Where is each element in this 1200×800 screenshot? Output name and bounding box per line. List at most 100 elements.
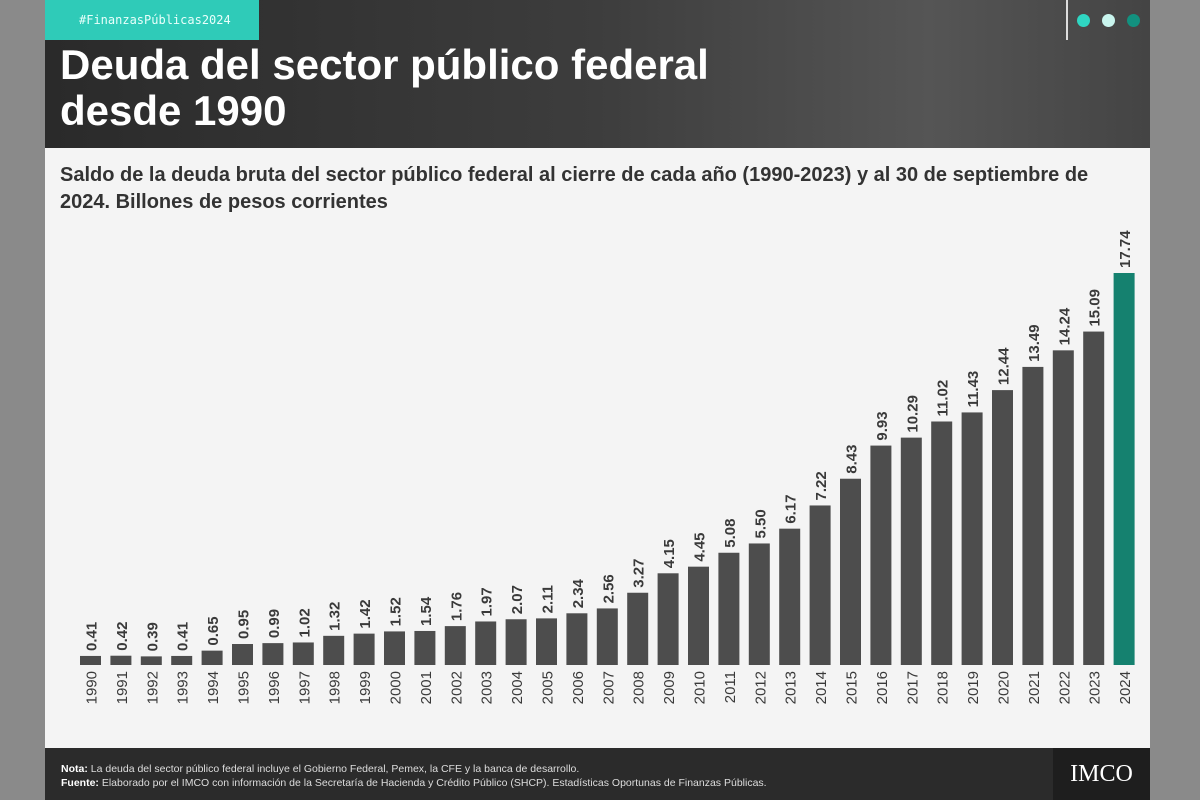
chart-subtitle: Saldo de la deuda bruta del sector públi… <box>60 164 1089 213</box>
bar-2020 <box>992 390 1013 665</box>
x-tick-label: 2018 <box>935 671 952 704</box>
bar-2015 <box>840 478 861 665</box>
bar-2005 <box>536 618 557 665</box>
bar-1993 <box>171 655 193 665</box>
note-label: Nota: <box>61 763 88 775</box>
x-tick-label: 2007 <box>600 671 617 704</box>
infographic-card: #FinanzasPúblicas2024 Deuda del sector p… <box>45 0 1150 800</box>
data-label: 1.42 <box>357 599 374 628</box>
bar-1999 <box>353 633 375 665</box>
bar-2007 <box>596 608 618 665</box>
bar-2006 <box>566 613 588 665</box>
x-tick-label: 1998 <box>327 671 344 704</box>
data-label: 1.02 <box>296 608 313 637</box>
data-label: 2.11 <box>540 585 557 613</box>
page-title: Deuda del sector público federal desde 19… <box>60 42 709 134</box>
data-label: 4.15 <box>661 539 678 568</box>
x-tick-label: 2004 <box>509 671 526 704</box>
bar-1997 <box>292 642 314 665</box>
data-label: 12.44 <box>996 347 1013 385</box>
data-label: 14.24 <box>1056 307 1073 345</box>
x-tick-label: 2019 <box>965 671 982 704</box>
data-label: 0.41 <box>175 622 192 651</box>
data-label: 3.27 <box>631 559 648 588</box>
x-tick-label: 1995 <box>236 671 253 704</box>
data-label: 0.41 <box>84 622 101 651</box>
bar-2000 <box>384 631 405 665</box>
data-label: 1.54 <box>418 596 435 626</box>
data-label: 17.74 <box>1117 230 1134 268</box>
bar-1996 <box>262 643 284 665</box>
x-tick-label: 1997 <box>296 671 313 704</box>
data-label: 1.52 <box>388 597 405 626</box>
x-tick-label: 2003 <box>479 671 496 704</box>
x-tick-label: 2010 <box>692 671 709 704</box>
data-label: 1.97 <box>479 587 496 616</box>
title-line: Deuda del sector público federal <box>60 41 709 88</box>
x-tick-label: 1994 <box>205 671 222 704</box>
bar-2010 <box>688 566 709 665</box>
note-text: La deuda del sector público federal incl… <box>87 763 580 775</box>
x-tick-label: 1990 <box>84 671 101 704</box>
bar-2014 <box>809 505 831 665</box>
data-label: 10.29 <box>904 395 921 433</box>
bar-2012 <box>748 543 770 665</box>
bar-2019 <box>961 412 983 665</box>
data-label: 0.42 <box>114 622 131 651</box>
data-label: 0.99 <box>266 609 283 638</box>
x-tick-label: 1996 <box>266 671 283 704</box>
bar-1995 <box>232 644 253 665</box>
x-tick-label: 2021 <box>1026 671 1043 704</box>
x-tick-label: 2012 <box>752 671 769 704</box>
bar-2011 <box>718 552 740 665</box>
data-label: 2.34 <box>570 578 587 608</box>
bar-2016 <box>870 445 892 665</box>
data-label: 7.22 <box>813 471 830 500</box>
source-text: Elaborado por el IMCO con información de… <box>98 777 767 789</box>
x-tick-label: 2014 <box>813 671 830 704</box>
dot-icon <box>1077 14 1090 27</box>
dot-icon <box>1127 14 1140 27</box>
bar-2024 <box>1113 273 1135 665</box>
bar-2013 <box>779 528 801 665</box>
bar-2001 <box>414 630 436 665</box>
bar-2021 <box>1022 366 1044 665</box>
data-label: 5.50 <box>752 509 769 538</box>
data-label: 9.93 <box>874 411 891 440</box>
data-label: 11.43 <box>965 371 982 408</box>
bar-1992 <box>140 656 162 665</box>
x-tick-label: 2002 <box>448 671 465 704</box>
bar-2004 <box>505 619 527 665</box>
x-tick-label: 2017 <box>904 671 921 704</box>
x-tick-label: 2001 <box>418 671 435 704</box>
data-label: 15.09 <box>1087 289 1104 327</box>
header: #FinanzasPúblicas2024 Deuda del sector p… <box>45 0 1150 148</box>
x-tick-label: 2023 <box>1087 671 1104 704</box>
footer: Nota: La deuda del sector público federa… <box>45 748 1150 800</box>
title-line: desde 1990 <box>60 87 287 134</box>
imco-logo: IMCO <box>1053 748 1150 800</box>
x-tick-label: 2013 <box>783 671 800 704</box>
x-tick-label: 2020 <box>996 671 1013 704</box>
bar-2018 <box>931 421 953 665</box>
bar-2002 <box>444 626 466 665</box>
data-label: 8.43 <box>844 445 861 474</box>
bar-2008 <box>627 592 649 665</box>
dot-icon <box>1102 14 1115 27</box>
x-tick-label: 2024 <box>1117 671 1134 704</box>
data-label: 6.17 <box>783 494 800 523</box>
bar-1998 <box>323 635 345 665</box>
bar-1991 <box>110 655 132 665</box>
x-tick-label: 2016 <box>874 671 891 704</box>
source-label: Fuente: <box>61 777 99 789</box>
x-tick-label: 2005 <box>540 671 557 704</box>
data-label: 13.49 <box>1026 324 1043 362</box>
note: Nota: La deuda del sector público federa… <box>61 762 1150 776</box>
bar-2009 <box>657 573 679 665</box>
x-tick-label: 1992 <box>144 671 161 704</box>
data-label: 11.02 <box>935 380 952 417</box>
x-tick-label: 2022 <box>1056 671 1073 704</box>
x-tick-label: 2009 <box>661 671 678 704</box>
data-label: 1.32 <box>327 602 344 631</box>
bar-2017 <box>900 437 922 665</box>
